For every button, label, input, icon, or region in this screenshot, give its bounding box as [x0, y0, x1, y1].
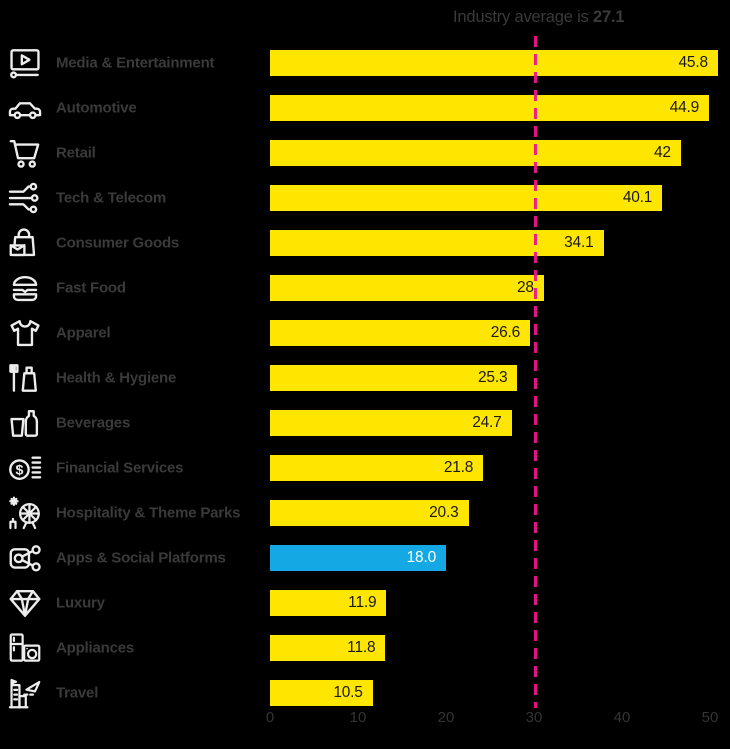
- bar-value-label: 28: [516, 278, 534, 296]
- burger-icon: [6, 269, 44, 307]
- toothbrush-toothpaste-icon: [6, 359, 44, 397]
- bar-value-label: 26.6: [490, 323, 521, 341]
- category-label: Financial Services: [56, 459, 184, 476]
- value-bar: 40.1: [270, 184, 663, 211]
- chart-row: Luxury 11.9: [0, 580, 730, 625]
- category-label: Consumer Goods: [56, 234, 180, 251]
- svg-text:$: $: [15, 462, 23, 478]
- shopping-cart-icon: [6, 134, 44, 172]
- bar-value-label: 44.9: [669, 98, 700, 116]
- x-axis-tick-label: 0: [265, 709, 275, 726]
- bar-value-label: 34.1: [564, 233, 594, 251]
- bar-value-label: 20.3: [429, 503, 459, 521]
- category-label: Tech & Telecom: [56, 189, 167, 206]
- value-bar: 45.8: [270, 49, 718, 76]
- value-bar: 11.8: [270, 634, 386, 661]
- bar-value-label: 10.5: [333, 683, 363, 701]
- shopping-bag-icon: [6, 224, 44, 262]
- chart-row: Automotive 44.9: [0, 85, 730, 130]
- x-axis-tick-label: 20: [437, 709, 455, 726]
- category-label: Beverages: [56, 414, 131, 431]
- chart-row: Apps & Social Platforms 18.0: [0, 535, 730, 580]
- category-label: Retail: [56, 144, 96, 161]
- value-bar-highlighted: 18.0: [270, 544, 446, 571]
- chart-row: $ Financial Services 21.8: [0, 445, 730, 490]
- bar-value-label: 18.0: [406, 548, 437, 566]
- category-label: Health & Hygiene: [56, 369, 177, 386]
- average-label-prefix: Industry average is: [453, 8, 593, 26]
- bar-value-label: 11.9: [348, 593, 377, 611]
- x-axis-tick-label: 40: [613, 709, 631, 726]
- value-bar: 10.5: [270, 679, 373, 706]
- x-axis-tick-label: 30: [525, 709, 543, 726]
- bar-value-label: 21.8: [443, 458, 474, 476]
- chart-row: Fast Food 28: [0, 265, 730, 310]
- diamond-icon: [6, 584, 44, 622]
- bar-value-label: 24.7: [472, 413, 502, 431]
- average-dashed-line: [533, 36, 537, 708]
- fridge-washer-icon: [6, 629, 44, 667]
- chart-row: Hospitality & Theme Parks 20.3: [0, 490, 730, 535]
- value-bar: 44.9: [270, 94, 710, 121]
- chart-row: Travel 10.5: [0, 670, 730, 715]
- x-axis-tick-label: 50: [701, 709, 719, 726]
- category-label: Luxury: [56, 594, 105, 611]
- bar-value-label: 11.8: [347, 638, 376, 656]
- category-label: Travel: [56, 684, 99, 701]
- tshirt-icon: [6, 314, 44, 352]
- value-bar: 21.8: [270, 454, 484, 481]
- chart-row: Health & Hygiene 25.3: [0, 355, 730, 400]
- chart-row: Retail 42: [0, 130, 730, 175]
- chart-row: Tech & Telecom 40.1: [0, 175, 730, 220]
- value-bar: 26.6: [270, 319, 531, 346]
- category-label: Media & Entertainment: [56, 54, 215, 71]
- chart-row: Consumer Goods 34.1: [0, 220, 730, 265]
- value-bar: 25.3: [270, 364, 518, 391]
- x-axis-tick-label: 10: [349, 709, 367, 726]
- value-bar: 34.1: [270, 229, 604, 256]
- x-axis: 0 10 20 30 40 50: [266, 709, 719, 729]
- bar-value-label: 42: [653, 143, 671, 161]
- chart-row: Media & Entertainment 45.8: [0, 40, 730, 85]
- share-network-icon: [6, 539, 44, 577]
- average-label-value: 27.1: [593, 8, 625, 26]
- chart-row: Beverages 24.7: [0, 400, 730, 445]
- value-bar: 28: [270, 274, 544, 301]
- category-label: Automotive: [56, 99, 137, 116]
- value-bar: 20.3: [270, 499, 469, 526]
- chart-row: Appliances 11.8: [0, 625, 730, 670]
- average-line-label: Industry average is 27.1: [453, 8, 625, 27]
- bar-value-label: 45.8: [678, 53, 709, 71]
- value-bar: 11.9: [270, 589, 387, 616]
- category-label: Appliances: [56, 639, 135, 656]
- value-bar: 24.7: [270, 409, 512, 436]
- chart-row: Apparel 26.6: [0, 310, 730, 355]
- bottle-glass-icon: [6, 404, 44, 442]
- dollar-coin-icon: $: [6, 449, 44, 487]
- building-plane-icon: [6, 674, 44, 712]
- category-label: Apparel: [56, 324, 111, 341]
- category-label: Fast Food: [56, 279, 126, 296]
- car-icon: [6, 89, 44, 127]
- value-bar: 42: [270, 139, 681, 166]
- category-label: Apps & Social Platforms: [56, 549, 226, 566]
- bar-value-label: 25.3: [478, 368, 508, 386]
- bar-value-label: 40.1: [622, 188, 653, 206]
- media-player-icon: [6, 44, 44, 82]
- network-nodes-icon: [6, 179, 44, 217]
- ferris-wheel-icon: [6, 494, 44, 532]
- category-label: Hospitality & Theme Parks: [56, 504, 241, 521]
